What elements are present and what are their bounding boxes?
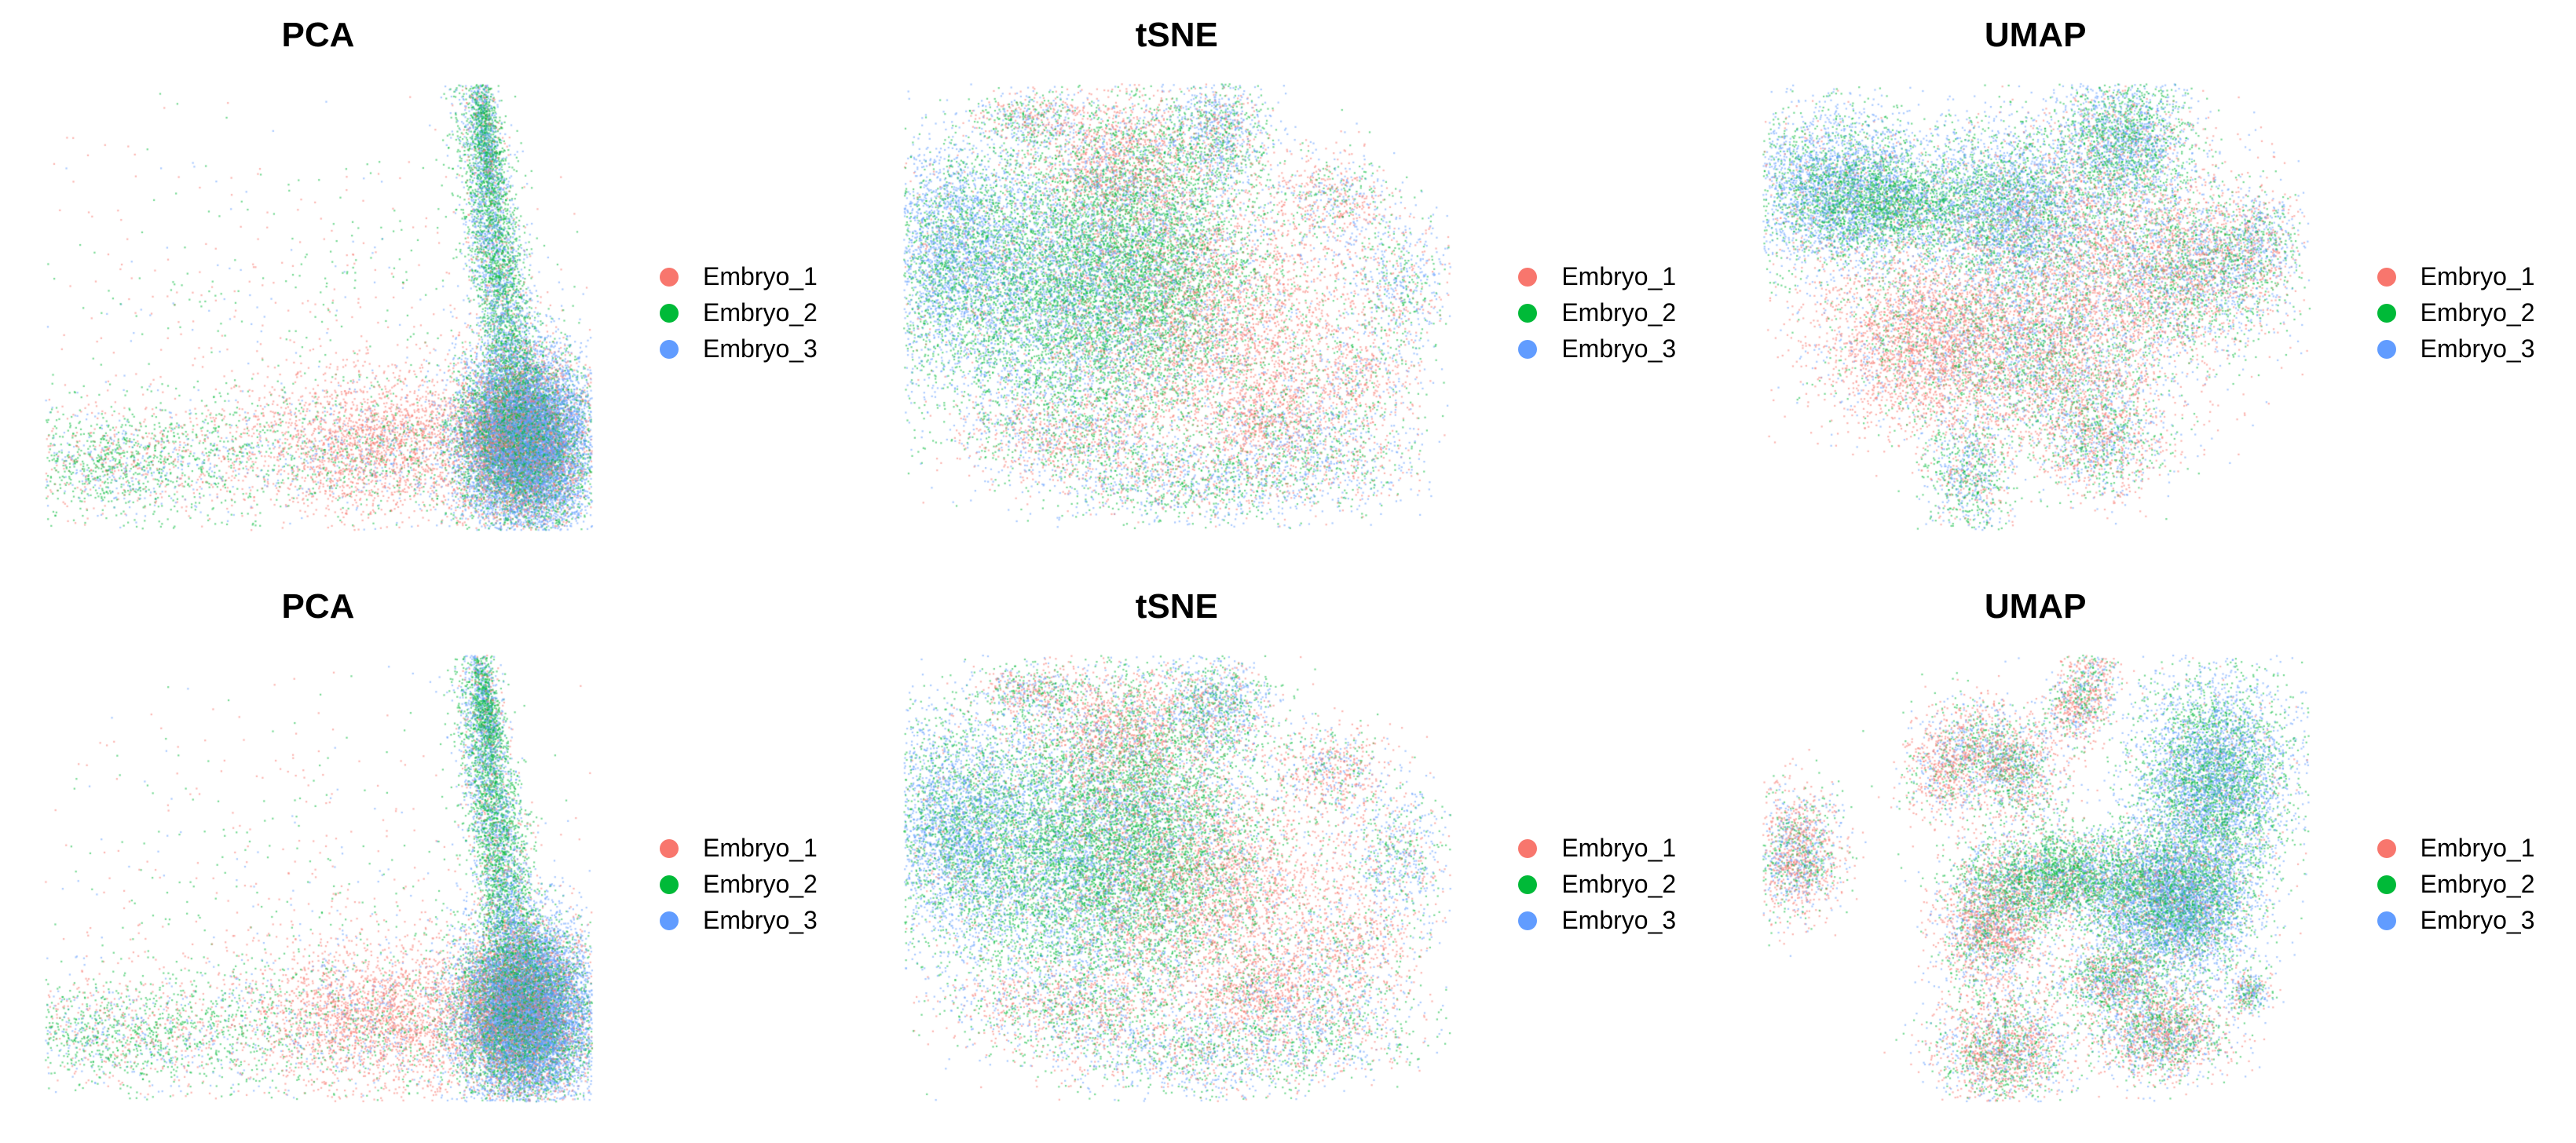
legend-item: Embryo_1 — [2377, 831, 2573, 867]
legend-key-dot — [2377, 340, 2396, 359]
legend-item: Embryo_1 — [2377, 259, 2573, 295]
scatter-panel-umap: UMAP Embryo_1 Embryo_2 Embryo_3 — [1718, 572, 2576, 1143]
legend-key-dot — [660, 911, 679, 930]
legend-label: Embryo_3 — [703, 906, 818, 934]
legend-key-dot — [2377, 268, 2396, 287]
legend-label: Embryo_3 — [1561, 334, 1677, 363]
legend-key-dot — [1518, 304, 1538, 323]
scatter-plot-area — [1756, 650, 2314, 1105]
legend-label: Embryo_1 — [1561, 262, 1677, 290]
legend: Embryo_1 Embryo_2 Embryo_3 — [660, 259, 855, 367]
legend-item: Embryo_2 — [2377, 295, 2573, 331]
legend-key-dot — [660, 340, 679, 359]
legend-key-dot — [2377, 304, 2396, 323]
legend-label: Embryo_3 — [1561, 906, 1677, 934]
legend-item: Embryo_1 — [1518, 259, 1714, 295]
legend-item: Embryo_1 — [660, 259, 855, 295]
legend: Embryo_1 Embryo_2 Embryo_3 — [2377, 831, 2573, 939]
legend-item: Embryo_1 — [1518, 831, 1714, 867]
legend-label: Embryo_2 — [1561, 870, 1677, 898]
legend-item: Embryo_2 — [1518, 295, 1714, 331]
legend-key-dot — [2377, 839, 2396, 858]
legend-label: Embryo_3 — [703, 334, 818, 363]
scatter-plot-area — [898, 79, 1456, 534]
legend-label: Embryo_1 — [2420, 834, 2535, 862]
scatter-panel-umap: UMAP Embryo_1 Embryo_2 Embryo_3 — [1718, 0, 2576, 572]
legend-label: Embryo_3 — [2420, 334, 2535, 363]
legend-label: Embryo_2 — [2420, 870, 2535, 898]
legend: Embryo_1 Embryo_2 Embryo_3 — [660, 831, 855, 939]
scatter-plot-area — [898, 650, 1456, 1105]
legend-key-dot — [660, 304, 679, 323]
legend-label: Embryo_2 — [1561, 298, 1677, 327]
panel-title: tSNE — [1135, 16, 1218, 54]
legend-key-dot — [660, 839, 679, 858]
legend-label: Embryo_1 — [703, 834, 818, 862]
scatter-plot-area — [1756, 79, 2314, 534]
legend-item: Embryo_3 — [660, 903, 855, 939]
legend-key-dot — [1518, 340, 1538, 359]
legend-label: Embryo_2 — [2420, 298, 2535, 327]
legend-item: Embryo_3 — [2377, 331, 2573, 367]
legend-label: Embryo_2 — [703, 298, 818, 327]
legend-label: Embryo_3 — [2420, 906, 2535, 934]
legend-item: Embryo_2 — [2377, 867, 2573, 903]
legend-key-dot — [2377, 875, 2396, 894]
legend-key-dot — [660, 268, 679, 287]
legend-item: Embryo_2 — [660, 867, 855, 903]
panel-title: UMAP — [1984, 587, 2087, 626]
legend-label: Embryo_1 — [2420, 262, 2535, 290]
legend-key-dot — [1518, 268, 1538, 287]
scatter-plot-area — [39, 650, 597, 1105]
legend: Embryo_1 Embryo_2 Embryo_3 — [1518, 259, 1714, 367]
legend-item: Embryo_3 — [2377, 903, 2573, 939]
legend: Embryo_1 Embryo_2 Embryo_3 — [2377, 259, 2573, 367]
scatter-panel-tsne: tSNE Embryo_1 Embryo_2 Embryo_3 — [858, 572, 1717, 1143]
legend: Embryo_1 Embryo_2 Embryo_3 — [1518, 831, 1714, 939]
scatter-panel-pca: PCA Embryo_1 Embryo_2 Embryo_3 — [0, 0, 858, 572]
legend-item: Embryo_3 — [660, 331, 855, 367]
legend-label: Embryo_1 — [1561, 834, 1677, 862]
legend-key-dot — [1518, 875, 1538, 894]
legend-item: Embryo_2 — [660, 295, 855, 331]
panel-title: UMAP — [1984, 16, 2087, 54]
legend-item: Embryo_2 — [1518, 867, 1714, 903]
scatter-panel-pca: PCA Embryo_1 Embryo_2 Embryo_3 — [0, 572, 858, 1143]
panel-title: tSNE — [1135, 587, 1218, 626]
scatter-plot-area — [39, 79, 597, 534]
panel-title: PCA — [281, 16, 355, 54]
legend-label: Embryo_2 — [703, 870, 818, 898]
legend-item: Embryo_3 — [1518, 903, 1714, 939]
panel-title: PCA — [281, 587, 355, 626]
legend-item: Embryo_1 — [660, 831, 855, 867]
legend-key-dot — [1518, 839, 1538, 858]
legend-key-dot — [2377, 911, 2396, 930]
scatter-panel-tsne: tSNE Embryo_1 Embryo_2 Embryo_3 — [858, 0, 1717, 572]
legend-label: Embryo_1 — [703, 262, 818, 290]
legend-key-dot — [1518, 911, 1538, 930]
legend-item: Embryo_3 — [1518, 331, 1714, 367]
legend-key-dot — [660, 875, 679, 894]
